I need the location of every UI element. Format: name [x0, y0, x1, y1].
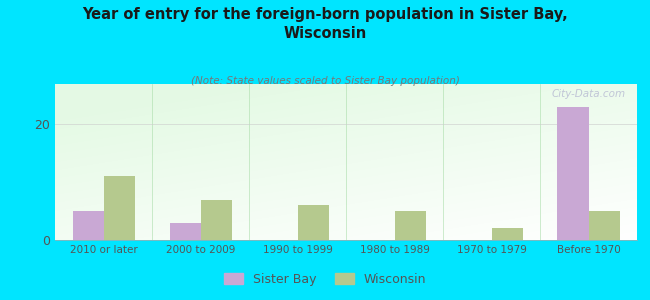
Bar — [395, 211, 426, 240]
Bar — [201, 200, 231, 240]
Text: (Note: State values scaled to Sister Bay population): (Note: State values scaled to Sister Bay… — [190, 76, 460, 86]
Bar — [558, 107, 588, 240]
Bar — [588, 211, 619, 240]
Bar — [170, 223, 201, 240]
Bar — [104, 176, 135, 240]
Bar — [298, 205, 329, 240]
Bar — [73, 211, 104, 240]
Legend: Sister Bay, Wisconsin: Sister Bay, Wisconsin — [219, 268, 431, 291]
Text: Year of entry for the foreign-born population in Sister Bay,
Wisconsin: Year of entry for the foreign-born popul… — [82, 8, 568, 41]
Text: City-Data.com: City-Data.com — [551, 89, 625, 99]
Bar — [491, 228, 523, 240]
